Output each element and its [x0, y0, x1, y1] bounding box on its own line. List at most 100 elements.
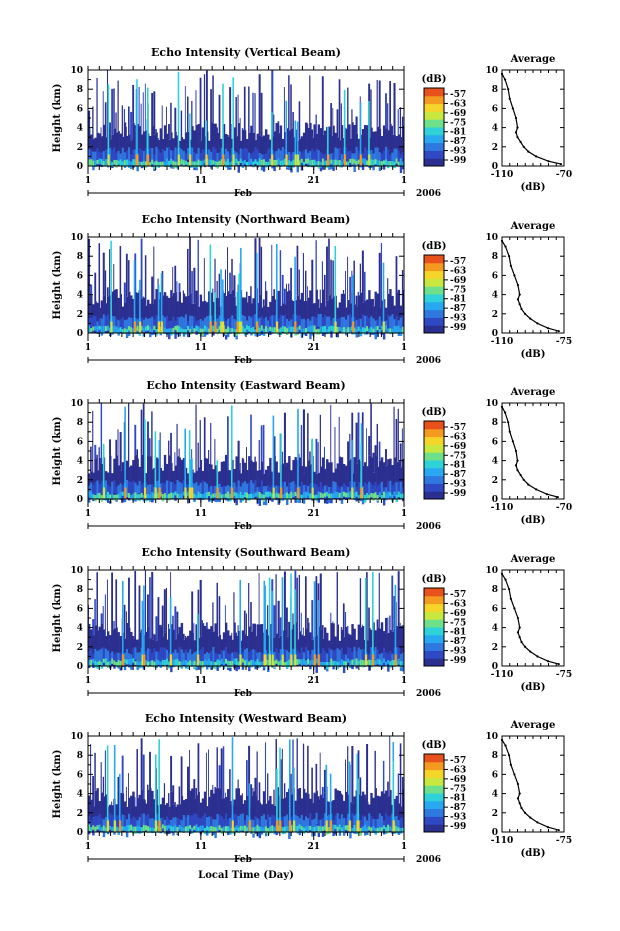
- heatmap-cell: [353, 796, 356, 832]
- y-tick-label: 8: [77, 252, 83, 262]
- heatmap-cell: [149, 147, 152, 164]
- heatmap-cell: [241, 326, 245, 333]
- heatmap-cell: [187, 96, 189, 133]
- heatmap-cell: [220, 461, 224, 499]
- heatmap-cell: [189, 630, 192, 666]
- panel-title: Echo Intensity (Westward Beam): [145, 712, 347, 725]
- heatmap-cell: [88, 824, 91, 831]
- heatmap-cell: [296, 315, 299, 333]
- heatmap-cell: [174, 606, 177, 640]
- heatmap-cell: [290, 161, 293, 169]
- average-x-tick-label: -110: [491, 503, 514, 513]
- heatmap-cell: [168, 661, 171, 669]
- x-tick-label: 1: [401, 343, 407, 353]
- heatmap-cell: [258, 492, 262, 500]
- average-profile-point: [516, 616, 520, 620]
- heatmap-cell: [387, 632, 390, 666]
- heatmap-cell: [184, 826, 188, 832]
- heatmap-cell: [227, 491, 230, 499]
- heatmap-cell: [252, 315, 255, 328]
- heatmap-cell: [170, 328, 173, 336]
- colorbar-tick-label: -93: [450, 314, 466, 324]
- colorbar-tick-label: -99: [450, 822, 466, 832]
- heatmap-cell: [180, 316, 184, 331]
- heatmap-cell: [163, 317, 167, 334]
- heatmap-cell: [109, 122, 111, 140]
- heatmap-cell: [212, 160, 215, 165]
- heatmap-cell: [380, 136, 384, 166]
- heatmap-cell: [142, 92, 144, 132]
- heatmap-cell: [330, 612, 332, 624]
- heatmap-cell: [165, 649, 169, 663]
- average-y-tick-label: 0: [492, 662, 498, 672]
- heatmap-cell: [313, 793, 316, 832]
- heatmap-cell: [172, 160, 175, 168]
- heatmap-cell: [366, 483, 369, 500]
- heatmap-cell: [104, 750, 106, 795]
- heatmap-cell: [338, 326, 342, 331]
- heatmap-cell: [176, 827, 179, 834]
- average-x-tick-label: -75: [556, 836, 572, 846]
- heatmap-cell: [212, 75, 214, 124]
- heatmap-cell: [334, 824, 337, 829]
- heatmap-cell: [363, 327, 367, 335]
- heatmap-cell: [298, 493, 302, 498]
- heatmap-cell: [279, 125, 283, 166]
- heatmap-cell: [115, 579, 118, 628]
- heatmap-cell: [290, 491, 293, 499]
- heatmap-cell: [385, 325, 388, 330]
- heatmap-cell: [307, 650, 310, 663]
- heatmap-cell: [283, 826, 287, 834]
- heatmap-cell: [214, 258, 216, 298]
- heatmap-cell: [180, 483, 184, 497]
- heatmap-plume: [296, 121, 299, 166]
- heatmap-cell: [100, 136, 104, 166]
- heatmap-cell: [290, 267, 292, 300]
- heatmap-cell: [195, 795, 198, 832]
- heatmap-cell: [248, 482, 251, 497]
- colorbar-tick-label: -99: [450, 489, 466, 499]
- heatmap-cell: [176, 161, 179, 169]
- heatmap-cell: [123, 302, 127, 333]
- average-profile-point: [516, 469, 519, 472]
- heatmap-plume: [276, 820, 279, 832]
- heatmap-cell: [224, 148, 228, 165]
- heatmap-cell: [187, 491, 190, 497]
- heatmap-cell: [296, 788, 299, 832]
- heatmap-cell: [385, 661, 388, 667]
- heatmap-cell: [366, 652, 369, 667]
- heatmap-cell: [151, 790, 154, 832]
- heatmap-cell: [387, 130, 390, 166]
- heatmap-cell: [300, 319, 304, 338]
- average-x-tick-label: -70: [556, 503, 572, 513]
- average-y-tick-label: 4: [492, 457, 498, 467]
- heatmap-plume: [158, 487, 161, 499]
- heatmap-plume: [360, 487, 363, 499]
- heatmap-cell: [146, 299, 150, 333]
- heatmap-cell: [195, 624, 198, 666]
- heatmap-cell: [267, 773, 269, 801]
- heatmap-cell: [195, 90, 197, 126]
- heatmap-cell: [311, 649, 314, 663]
- heatmap-cell: [340, 794, 344, 832]
- heatmap-cell: [151, 148, 154, 168]
- heatmap-cell: [212, 602, 214, 632]
- heatmap-cell: [353, 159, 356, 164]
- heatmap-cell: [191, 126, 194, 166]
- heatmap-cell: [397, 408, 399, 462]
- heatmap-cell: [366, 827, 369, 832]
- heatmap-cell: [397, 151, 401, 164]
- heatmap-cell: [165, 825, 169, 831]
- heatmap-cell: [378, 316, 382, 329]
- heatmap-cell: [248, 86, 250, 133]
- heatmap-cell: [119, 319, 123, 333]
- colorbar-swatch: [424, 127, 444, 136]
- heatmap-cell: [163, 150, 167, 165]
- heatmap-cell: [315, 825, 318, 832]
- heatmap-cell: [246, 447, 247, 470]
- heatmap-cell: [100, 648, 104, 667]
- heatmap-cell: [201, 301, 205, 333]
- heatmap-cell: [123, 658, 127, 663]
- heatmap-cell: [258, 572, 260, 625]
- heatmap-cell: [90, 284, 93, 295]
